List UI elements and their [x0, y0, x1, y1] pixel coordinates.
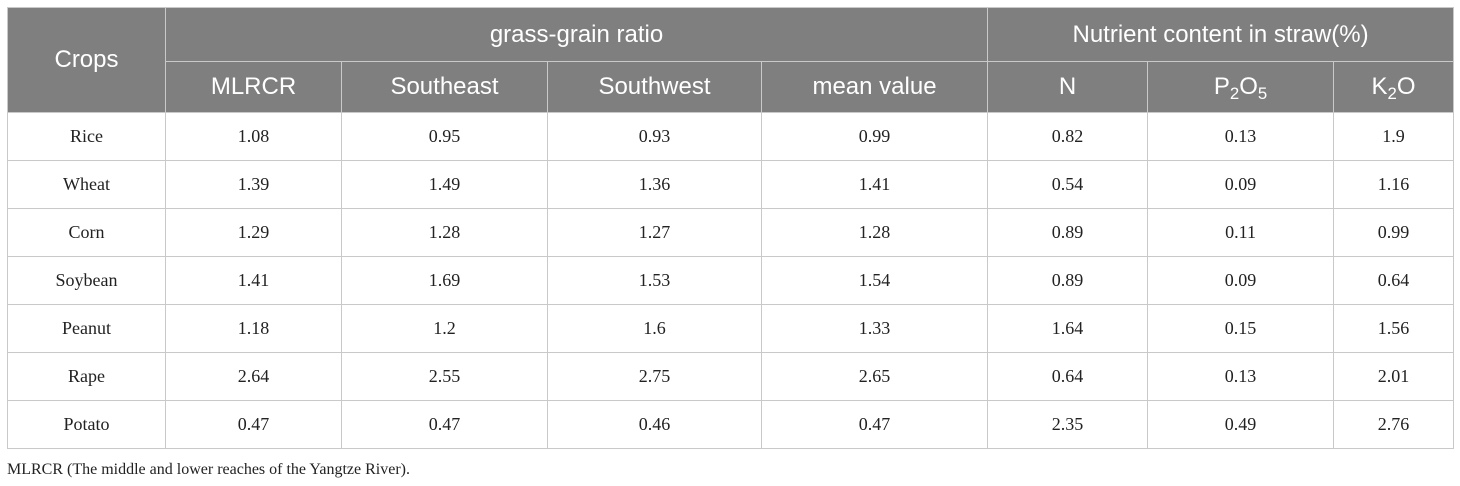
cell-mlrcr: 1.29	[165, 208, 342, 257]
cell-p2o5: 0.15	[1147, 304, 1335, 353]
cell-crop-name: Soybean	[7, 256, 166, 305]
cell-southeast: 2.55	[341, 352, 548, 401]
cell-p2o5: 0.49	[1147, 400, 1335, 449]
table-row: Rice 1.08 0.95 0.93 0.99 0.82 0.13 1.9	[7, 112, 1455, 161]
header-k2o: K2O	[1333, 61, 1455, 113]
cell-p2o5: 0.09	[1147, 160, 1335, 209]
cell-k2o: 1.9	[1333, 112, 1455, 161]
cell-p2o5: 0.09	[1147, 256, 1335, 305]
cell-crop-name: Rape	[7, 352, 166, 401]
cell-n: 0.89	[987, 256, 1149, 305]
header-mlrcr: MLRCR	[165, 61, 342, 113]
k2o-k: K	[1371, 73, 1388, 100]
cell-crop-name: Potato	[7, 400, 166, 449]
cell-southeast: 1.2	[341, 304, 548, 353]
cell-crop-name: Corn	[7, 208, 166, 257]
cell-k2o: 0.64	[1333, 256, 1455, 305]
header-group-ratio: grass-grain ratio	[164, 7, 989, 62]
header-mean-value: mean value	[760, 61, 989, 113]
cell-n: 0.89	[987, 208, 1149, 257]
cell-n: 2.35	[987, 400, 1149, 449]
cell-mean-value: 1.54	[760, 256, 989, 305]
cell-p2o5: 0.11	[1147, 208, 1335, 257]
cell-southeast: 0.95	[341, 112, 548, 161]
cell-k2o: 1.56	[1333, 304, 1455, 353]
header-n: N	[987, 61, 1149, 113]
cell-n: 1.64	[987, 304, 1149, 353]
p2o5-sub-5: 5	[1257, 84, 1268, 104]
table-container: Crops grass-grain ratio Nutrient content…	[7, 7, 1455, 479]
cell-n: 0.54	[987, 160, 1149, 209]
header-row-groups: Crops grass-grain ratio Nutrient content…	[7, 7, 1455, 113]
table-row: Wheat 1.39 1.49 1.36 1.41 0.54 0.09 1.16	[7, 160, 1455, 209]
table-row: Corn 1.29 1.28 1.27 1.28 0.89 0.11 0.99	[7, 208, 1455, 257]
cell-k2o: 0.99	[1333, 208, 1455, 257]
cell-p2o5: 0.13	[1147, 112, 1335, 161]
cell-mean-value: 2.65	[760, 352, 989, 401]
cell-mlrcr: 1.18	[165, 304, 342, 353]
header-crops: Crops	[7, 7, 166, 113]
header-southeast: Southeast	[341, 61, 548, 113]
p2o5-sub-2: 2	[1229, 84, 1240, 104]
cell-crop-name: Peanut	[7, 304, 166, 353]
cell-k2o: 2.76	[1333, 400, 1455, 449]
cell-southeast: 1.28	[341, 208, 548, 257]
cell-mean-value: 1.41	[760, 160, 989, 209]
table-row: Soybean 1.41 1.69 1.53 1.54 0.89 0.09 0.64	[7, 256, 1455, 305]
cell-mlrcr: 2.64	[165, 352, 342, 401]
cell-mlrcr: 1.41	[165, 256, 342, 305]
cell-southwest: 1.27	[547, 208, 762, 257]
cell-crop-name: Rice	[7, 112, 166, 161]
table-body: Rice 1.08 0.95 0.93 0.99 0.82 0.13 1.9 Wheat 1.39…	[7, 112, 1455, 449]
cell-mlrcr: 1.08	[165, 112, 342, 161]
header-group-nutrient: Nutrient content in straw(%)	[987, 7, 1455, 62]
cell-southwest: 0.93	[547, 112, 762, 161]
p2o5-o: O	[1239, 73, 1258, 100]
cell-southeast: 1.69	[341, 256, 548, 305]
cell-southwest: 0.46	[547, 400, 762, 449]
header-p2o5: P2O5	[1147, 61, 1335, 113]
cell-mean-value: 1.33	[760, 304, 989, 353]
cell-mlrcr: 0.47	[165, 400, 342, 449]
cell-k2o: 1.16	[1333, 160, 1455, 209]
cell-southwest: 1.53	[547, 256, 762, 305]
cell-southwest: 1.36	[547, 160, 762, 209]
cell-n: 0.82	[987, 112, 1149, 161]
table-row: Peanut 1.18 1.2 1.6 1.33 1.64 0.15 1.56	[7, 304, 1455, 353]
cell-p2o5: 0.13	[1147, 352, 1335, 401]
table-footnote: MLRCR (The middle and lower reaches of t…	[7, 461, 411, 478]
header-southwest: Southwest	[547, 61, 762, 113]
cell-mean-value: 0.99	[760, 112, 989, 161]
cell-n: 0.64	[987, 352, 1149, 401]
cell-crop-name: Wheat	[7, 160, 166, 209]
header-row-columns: MLRCR Southeast Southwest mean value N P…	[8, 61, 1455, 113]
cell-mean-value: 1.28	[760, 208, 989, 257]
table-row: Potato 0.47 0.47 0.46 0.47 2.35 0.49 2.76	[7, 400, 1455, 449]
crop-ratio-table: Crops grass-grain ratio Nutrient content…	[7, 7, 1455, 449]
cell-southwest: 2.75	[547, 352, 762, 401]
k2o-o: O	[1396, 73, 1416, 100]
cell-southeast: 0.47	[341, 400, 548, 449]
cell-mlrcr: 1.39	[165, 160, 342, 209]
p2o5-p: P	[1213, 73, 1230, 100]
table-row: Rape 2.64 2.55 2.75 2.65 0.64 0.13 2.01	[7, 352, 1455, 401]
cell-k2o: 2.01	[1333, 352, 1455, 401]
cell-mean-value: 0.47	[760, 400, 989, 449]
cell-southwest: 1.6	[547, 304, 762, 353]
cell-southeast: 1.49	[341, 160, 548, 209]
k2o-sub-2: 2	[1387, 84, 1397, 104]
